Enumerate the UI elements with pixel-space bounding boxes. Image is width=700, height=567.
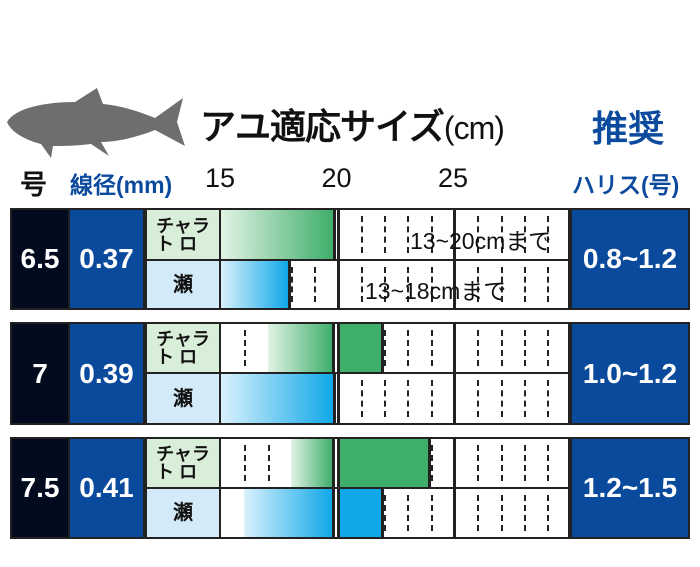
gridline xyxy=(500,380,503,417)
gridline xyxy=(360,267,363,302)
gridline xyxy=(500,495,503,531)
gridline xyxy=(547,380,550,417)
size-range-bar xyxy=(221,261,291,308)
chara-toro-note: 13~20cmまで xyxy=(410,228,552,254)
major-gridline xyxy=(336,208,340,310)
diameter-value: 0.39 xyxy=(70,324,143,423)
row-divider xyxy=(145,372,570,374)
recommended-label: 推奨 xyxy=(592,108,665,149)
axis-tick-label: 20 xyxy=(321,163,352,193)
gou-value: 6.5 xyxy=(12,210,68,308)
major-gridline xyxy=(453,322,456,425)
gridline xyxy=(500,330,503,366)
harisu-value: 1.0~1.2 xyxy=(572,324,688,423)
harisu-value: 1.2~1.5 xyxy=(572,439,688,537)
row-label-se: 瀬 xyxy=(147,261,219,308)
row-label-chara-toro: チャラ ト ロ xyxy=(147,210,219,259)
row-label-se: 瀬 xyxy=(147,489,219,537)
gridline xyxy=(407,495,410,531)
row-label-se: 瀬 xyxy=(147,374,219,423)
gridline xyxy=(430,267,433,302)
harisu-value: 0.8~1.2 xyxy=(572,210,688,308)
se-note: 13~18cmまで xyxy=(365,278,507,304)
major-gridline xyxy=(453,437,456,539)
gridline xyxy=(384,267,387,302)
harisu-header: ハリス(号) xyxy=(572,172,680,198)
diameter-header: 線径(mm) xyxy=(70,172,173,198)
gridline xyxy=(267,445,270,481)
diameter-value: 0.41 xyxy=(70,439,143,537)
size-range-bar xyxy=(267,324,336,372)
gridline xyxy=(500,445,503,481)
gridline xyxy=(523,267,526,302)
ayu-fish-icon xyxy=(7,88,185,158)
gridline xyxy=(500,267,503,302)
size-range-bar xyxy=(339,324,385,372)
gridline xyxy=(430,495,433,531)
gridline xyxy=(244,330,247,366)
gridline xyxy=(430,330,433,366)
gridline xyxy=(547,267,550,302)
gridline xyxy=(384,380,387,417)
gridline xyxy=(360,216,363,253)
gridline xyxy=(244,445,247,481)
gridline xyxy=(477,330,480,366)
row-label-chara-toro: チャラ ト ロ xyxy=(147,439,219,487)
gridline xyxy=(547,445,550,481)
gridline xyxy=(523,495,526,531)
gridline xyxy=(430,216,433,253)
major-gridline xyxy=(336,322,340,425)
major-gridline xyxy=(336,437,340,539)
gridline xyxy=(407,380,410,417)
gridline xyxy=(477,445,480,481)
gridline xyxy=(477,267,480,302)
gridline xyxy=(430,445,433,481)
size-range-bar xyxy=(244,489,336,537)
size-range-bar xyxy=(339,489,385,537)
gridline xyxy=(523,445,526,481)
gridline xyxy=(547,330,550,366)
axis-tick-label: 25 xyxy=(438,163,469,193)
diameter-value: 0.37 xyxy=(70,210,143,308)
gridline xyxy=(407,330,410,366)
gridline xyxy=(547,495,550,531)
gridline xyxy=(384,216,387,253)
gridline xyxy=(477,216,480,253)
gridline xyxy=(523,216,526,253)
row-divider xyxy=(145,259,570,261)
gridline xyxy=(384,330,387,366)
major-gridline xyxy=(453,208,456,310)
gridline xyxy=(430,380,433,417)
row-label-chara-toro: チャラ ト ロ xyxy=(147,324,219,372)
gridline xyxy=(523,330,526,366)
gridline xyxy=(360,380,363,417)
gridline xyxy=(547,216,550,253)
gou-header: 号 xyxy=(20,170,47,200)
gou-value: 7 xyxy=(12,324,68,423)
row-divider xyxy=(145,487,570,489)
chart-title: アユ適応サイズ(cm) xyxy=(200,106,505,147)
gou-value: 7.5 xyxy=(12,439,68,537)
gridline xyxy=(407,216,410,253)
gridline xyxy=(523,380,526,417)
axis-tick-label: 15 xyxy=(205,163,236,193)
gridline xyxy=(290,267,293,302)
size-range-bar xyxy=(221,210,336,259)
size-range-bar xyxy=(339,439,431,487)
gridline xyxy=(407,267,410,302)
size-range-bar xyxy=(290,439,336,487)
gridline xyxy=(477,380,480,417)
gridline xyxy=(500,216,503,253)
gridline xyxy=(384,495,387,531)
size-range-bar xyxy=(221,374,336,423)
gridline xyxy=(477,495,480,531)
gridline xyxy=(314,267,317,302)
